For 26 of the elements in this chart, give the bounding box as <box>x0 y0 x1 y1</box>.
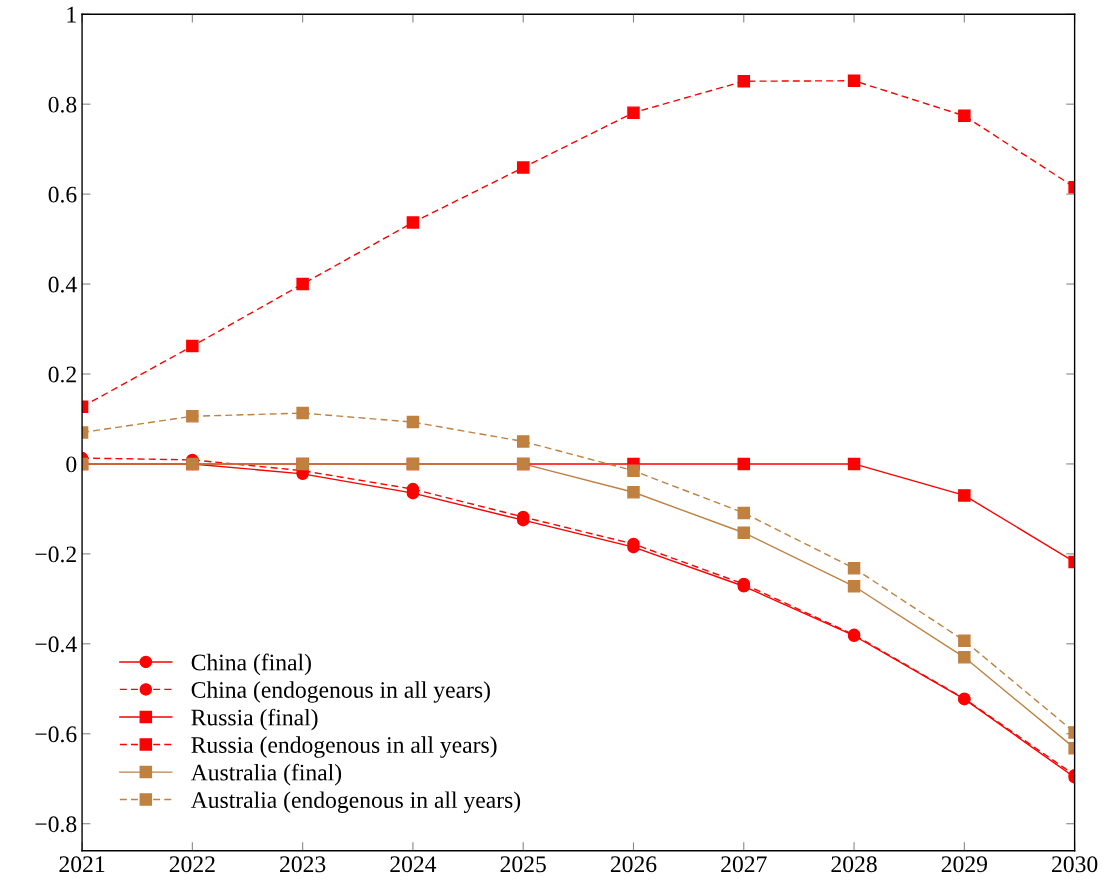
legend-label: Russia (final) <box>191 708 318 731</box>
legend-label: China (endogenous in all years) <box>191 681 490 703</box>
y-tick-label: 0.6 <box>48 186 77 203</box>
y-tick-label: 0.4 <box>48 276 77 293</box>
x-tick-label: 2023 <box>280 856 326 873</box>
legend-label: Australia (endogenous in all years) <box>190 791 521 813</box>
x-tick-label: 2021 <box>59 856 105 873</box>
x-tick-label: 2027 <box>721 856 767 873</box>
legend-label: Russia (endogenous in all years) <box>191 736 497 758</box>
x-tick-label: 2028 <box>831 856 877 873</box>
legend-label: Australia (final) <box>190 763 342 786</box>
x-tick-label: 2025 <box>500 856 546 873</box>
y-tick-label: 0.8 <box>48 96 77 113</box>
y-tick-label: 0 <box>66 456 77 473</box>
y-tick-label: −0.6 <box>35 726 77 743</box>
x-tick-label: 2024 <box>390 856 437 873</box>
legend-label: China (final) <box>191 653 311 676</box>
y-tick-label: 1 <box>67 6 76 23</box>
x-tick-label: 2030 <box>1052 856 1098 873</box>
x-tick-label: 2026 <box>610 856 657 873</box>
y-tick-label: −0.4 <box>35 636 77 653</box>
x-tick-label: 2022 <box>169 856 215 873</box>
x-tick-label: 2029 <box>941 856 987 873</box>
y-tick-label: −0.8 <box>35 816 77 833</box>
y-tick-label: −0.2 <box>35 546 76 563</box>
y-tick-label: 0.2 <box>48 366 76 383</box>
